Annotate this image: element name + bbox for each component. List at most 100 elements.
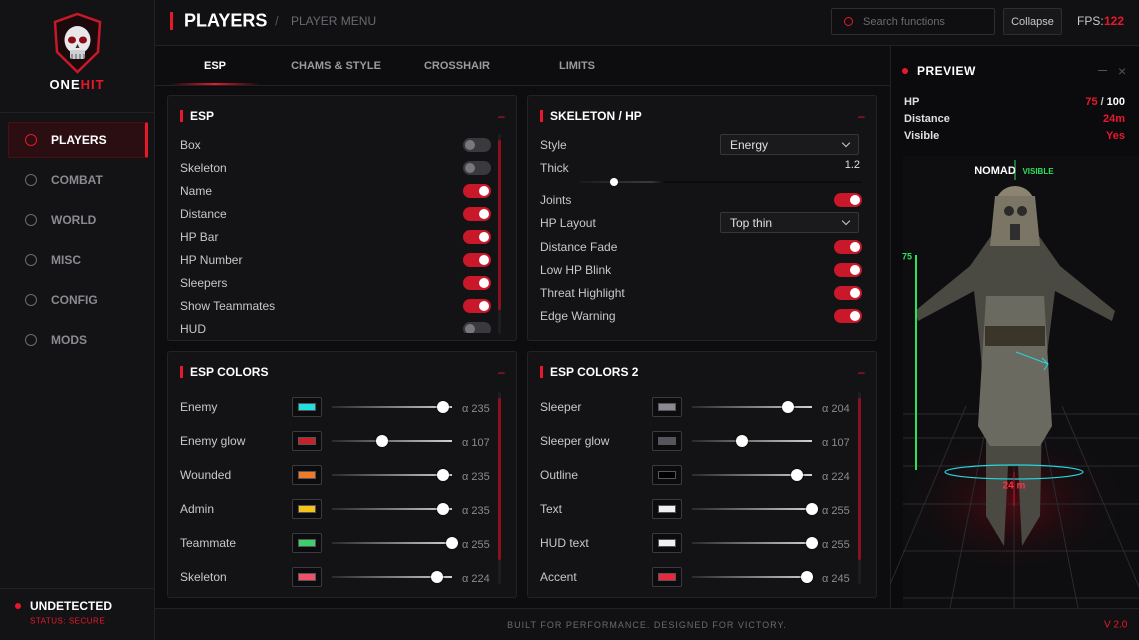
color-swatch[interactable] (292, 567, 322, 587)
tab[interactable]: CHAMS & STYLE (291, 60, 381, 72)
footer (155, 608, 1139, 640)
color-label: Sleeper glow (540, 434, 610, 448)
nav-item[interactable]: COMBAT (51, 173, 103, 187)
panel-title: ESP (190, 109, 215, 123)
scroll-thumb (498, 398, 501, 560)
color-swatch[interactable] (652, 499, 682, 519)
status: UNDETECTED (30, 599, 113, 613)
tab[interactable]: ESP (203, 60, 226, 72)
collapse-button[interactable]: Collapse (1003, 8, 1062, 35)
slider-track (332, 542, 452, 544)
search-icon (844, 17, 853, 26)
color-swatch[interactable] (292, 533, 322, 553)
toggle[interactable] (834, 240, 862, 254)
toggle-knob (479, 186, 489, 196)
slider-thumb[interactable] (436, 469, 449, 481)
toggle[interactable] (463, 207, 491, 221)
hp-value: 75/100 (1085, 96, 1125, 108)
panel-collapse[interactable]: – (858, 365, 865, 379)
tab[interactable]: CROSSHAIR (423, 60, 490, 72)
panel-collapse[interactable]: – (858, 109, 865, 123)
dropdown[interactable]: Energy (720, 134, 859, 155)
hp-sep: / (1100, 96, 1104, 108)
color-swatch[interactable] (292, 499, 322, 519)
toggle-knob (850, 195, 860, 205)
slider-track (692, 474, 812, 476)
panel-title: ESP COLORS (190, 365, 269, 379)
toggle[interactable] (463, 276, 491, 290)
dropdown[interactable]: Top thin (720, 212, 859, 233)
color-swatch[interactable] (292, 397, 322, 417)
option-label: Edge Warning (540, 309, 616, 323)
slider-thumb[interactable] (782, 401, 794, 413)
tab[interactable]: LIMITS (558, 60, 596, 72)
color-label: Wounded (180, 468, 232, 482)
toggle-knob (479, 255, 489, 265)
slider-thumb[interactable] (376, 435, 389, 447)
toggle[interactable] (834, 263, 862, 277)
alpha-label: α 235 (462, 403, 490, 415)
toggle[interactable] (463, 161, 491, 175)
tab-bar (155, 85, 890, 86)
color-swatch[interactable] (652, 567, 682, 587)
slider-thumb[interactable] (610, 178, 618, 186)
search-box[interactable]: Search functions (831, 8, 995, 35)
toggle[interactable] (463, 253, 491, 267)
panel-accent (180, 110, 183, 122)
brand: ONEHIT (0, 77, 154, 92)
slider-thumb[interactable] (446, 537, 458, 549)
toggle[interactable] (834, 193, 862, 207)
color-swatch[interactable] (292, 431, 322, 451)
slider-thumb[interactable] (806, 503, 818, 515)
color-swatch[interactable] (652, 465, 682, 485)
slider-thumb[interactable] (791, 469, 804, 481)
visible-tag: VISIBLE (1022, 167, 1054, 176)
nav-item[interactable]: WORLD (51, 213, 97, 227)
minimize-icon[interactable] (1098, 70, 1107, 71)
slider-thumb[interactable] (436, 503, 449, 515)
color-swatch[interactable] (292, 465, 322, 485)
toggle-knob (850, 265, 860, 275)
nav-item[interactable]: MODS (51, 333, 87, 347)
color-swatch[interactable] (652, 533, 682, 553)
alpha-label: α 204 (822, 403, 850, 415)
nav-item[interactable]: MISC (51, 253, 81, 267)
slider-thumb[interactable] (801, 571, 814, 583)
nav-icon (25, 134, 37, 146)
swatch-fill (298, 471, 316, 479)
color-swatch[interactable] (652, 431, 682, 451)
toggle[interactable] (834, 309, 862, 323)
fps-label: FPS: (1077, 14, 1104, 28)
slider-track (332, 440, 452, 442)
dropdown-value: Top thin (730, 216, 773, 230)
panel-collapse[interactable]: – (498, 109, 505, 123)
sidebar (0, 0, 155, 640)
panel-collapse[interactable]: – (498, 365, 505, 379)
hp-max: 100 (1106, 96, 1125, 108)
breadcrumb-sep: / (275, 13, 279, 29)
distance-value: 24m (1102, 113, 1125, 125)
toggle[interactable] (463, 184, 491, 198)
stat-label: Distance (904, 113, 950, 125)
panel-accent (540, 110, 543, 122)
toggle[interactable] (834, 286, 862, 300)
nav-icon (25, 174, 37, 186)
panel: ESP – Box Skeleton Name Distance HP Bar HP Numb… (167, 95, 517, 341)
toggle[interactable] (463, 299, 491, 313)
close-icon[interactable]: × (1118, 63, 1127, 79)
nav-item[interactable]: PLAYERS (51, 133, 107, 147)
slider-thumb[interactable] (431, 571, 444, 583)
slider-thumb[interactable] (806, 537, 818, 549)
alpha-label: α 235 (462, 471, 490, 483)
slider-thumb[interactable] (736, 435, 749, 447)
toggle-knob (465, 140, 475, 150)
nav-item[interactable]: CONFIG (51, 293, 98, 307)
swatch-fill (298, 573, 316, 581)
color-swatch[interactable] (652, 397, 682, 417)
toggle[interactable] (463, 230, 491, 244)
slider-thumb[interactable] (436, 401, 449, 413)
toggle[interactable] (463, 138, 491, 152)
toggle[interactable] (463, 322, 491, 333)
option-label: Show Teammates (180, 299, 276, 313)
page-title: PLAYERS (184, 10, 268, 31)
